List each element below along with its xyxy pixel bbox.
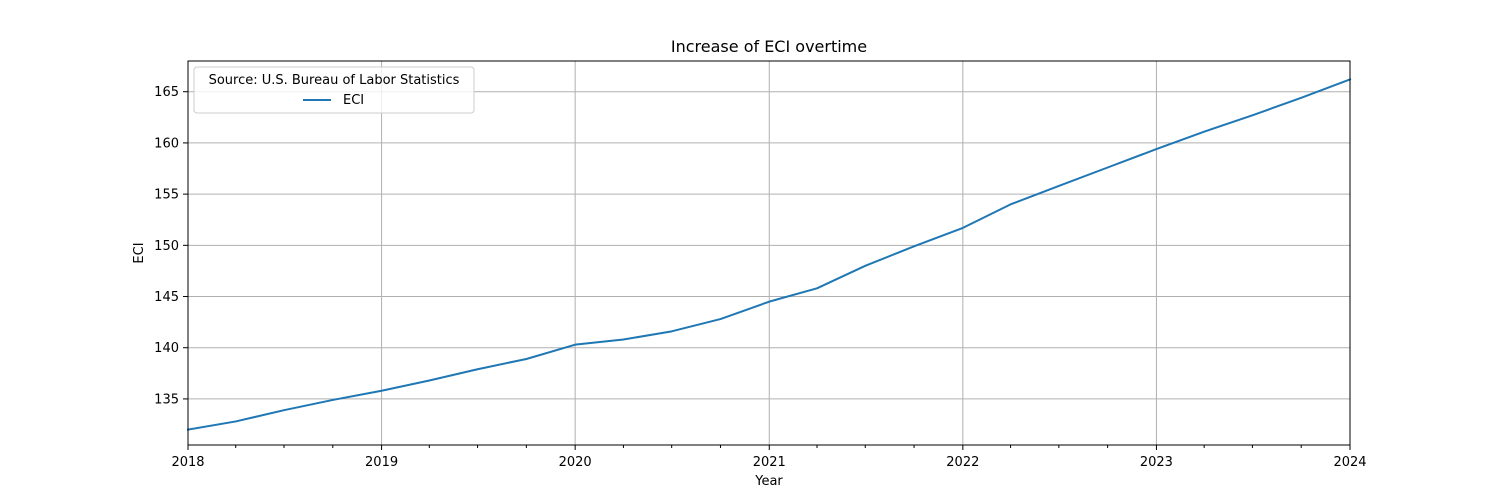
data-point [1155,148,1158,150]
legend-entry-eci: ECI [343,93,364,108]
chart-title: Increase of ECI overtime [671,37,867,56]
y-tick-label: 150 [154,239,179,254]
y-axis-label: ECI [132,242,147,263]
data-point [768,300,771,303]
y-tick-label: 135 [154,392,179,407]
data-point [1300,97,1303,99]
legend-title: Source: U.S. Bureau of Labor Statistics [209,73,460,88]
x-tick-label: 2023 [1140,455,1173,470]
data-point [962,227,964,229]
data-point [283,409,285,411]
y-tick-label: 145 [154,290,179,305]
data-point [622,338,625,341]
grid-layer [187,61,1351,445]
data-point [1251,114,1254,117]
y-tick-label: 140 [154,341,179,356]
y-tick-label: 160 [154,136,179,151]
data-point [719,318,722,320]
x-tick-label: 2020 [559,455,592,470]
x-tick-label: 2022 [946,455,979,470]
data-point [1203,130,1205,133]
data-point [525,358,528,360]
data-point [428,379,431,382]
data-point [1009,203,1012,206]
data-point [234,420,237,423]
y-tick-label: 165 [154,85,179,100]
y-tick-label: 155 [154,188,179,203]
data-point [1058,185,1060,187]
series-layer [186,78,1352,431]
data-point [574,343,576,346]
x-tick-label: 2024 [1333,455,1366,470]
data-point [864,265,867,267]
x-tick-label: 2018 [171,455,204,470]
x-tick-label: 2021 [753,455,786,470]
data-point [380,389,383,392]
legend: Source: U.S. Bureau of Labor Statistics … [193,66,475,114]
x-tick-label: 2019 [365,455,398,470]
data-point [1106,166,1109,169]
data-point [476,368,479,371]
legend-box [193,66,475,114]
data-point [331,399,334,401]
data-point [913,245,915,248]
tick-layer: 2018 2019 2020 2021 2022 2023 2024 135 140 145 150… [154,85,1366,470]
data-point [816,287,818,290]
x-axis-label: Year [754,474,783,489]
data-point [670,330,673,333]
